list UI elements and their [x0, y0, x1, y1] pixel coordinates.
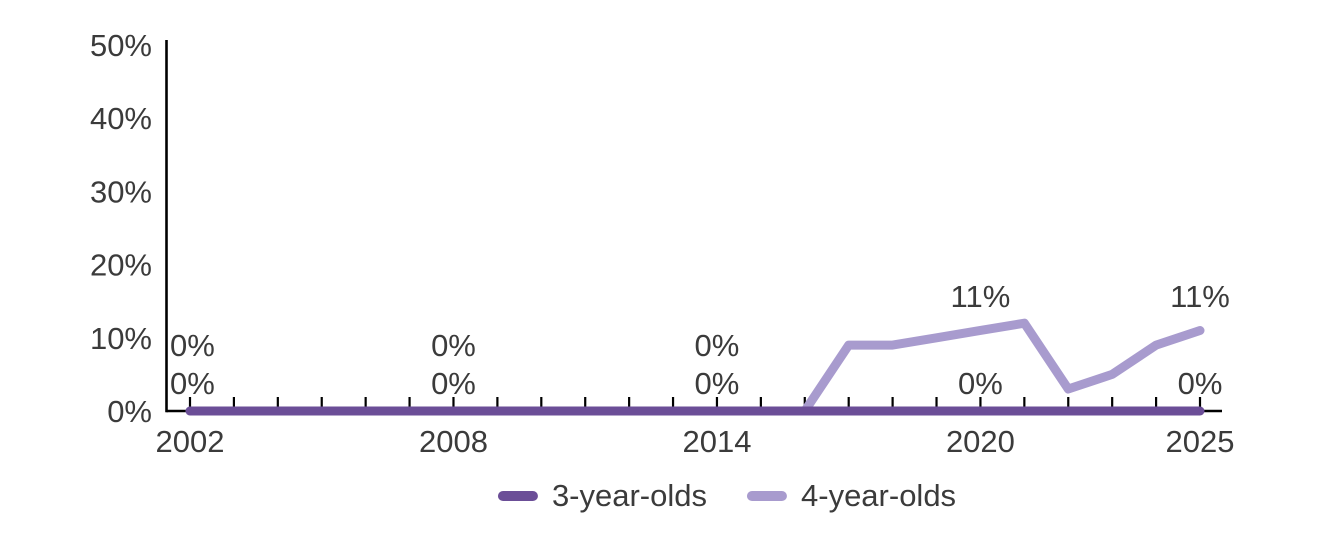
- y-axis-label: 20%: [90, 248, 152, 283]
- x-axis-label: 2020: [946, 424, 1015, 459]
- y-axis-label: 40%: [90, 101, 152, 136]
- y-axis-label: 10%: [90, 321, 152, 356]
- data-label-4-year-olds: 11%: [951, 279, 1011, 314]
- x-axis-label: 2008: [419, 424, 488, 459]
- data-label-3-year-olds: 0%: [1178, 366, 1223, 401]
- legend-swatch-3-year-olds-icon: [497, 491, 538, 501]
- y-axis-label: 30%: [90, 174, 152, 209]
- x-axis-label: 2025: [1166, 424, 1235, 459]
- line-chart: 0%10%20%30%40%50%2002 2008 2014 2020 20250%0…: [90, 28, 1235, 459]
- data-label-3-year-olds: 0%: [170, 366, 215, 401]
- chart-legend: 3-year-olds 4-year-olds: [497, 478, 956, 514]
- data-label-4-year-olds: 0%: [695, 328, 740, 363]
- data-label-4-year-olds: 11%: [1170, 279, 1230, 314]
- legend-item-4-year-olds: 4-year-olds: [747, 478, 956, 514]
- data-label-3-year-olds: 0%: [958, 366, 1003, 401]
- data-label-3-year-olds: 0%: [431, 366, 476, 401]
- x-axis-label: 2002: [156, 424, 225, 459]
- legend-swatch-4-year-olds-icon: [747, 491, 787, 501]
- y-axis-label: 0%: [107, 394, 152, 429]
- x-axis-label: 2014: [682, 424, 751, 459]
- legend-label-3-year-olds: 3-year-olds: [551, 478, 707, 513]
- data-label-4-year-olds: 0%: [170, 328, 215, 363]
- data-label-3-year-olds: 0%: [695, 366, 740, 401]
- y-axis-label: 50%: [90, 28, 152, 63]
- legend-label-4-year-olds: 4-year-olds: [801, 478, 957, 513]
- data-label-4-year-olds: 0%: [431, 328, 476, 363]
- legend-item-3-year-olds: 3-year-olds: [497, 478, 707, 514]
